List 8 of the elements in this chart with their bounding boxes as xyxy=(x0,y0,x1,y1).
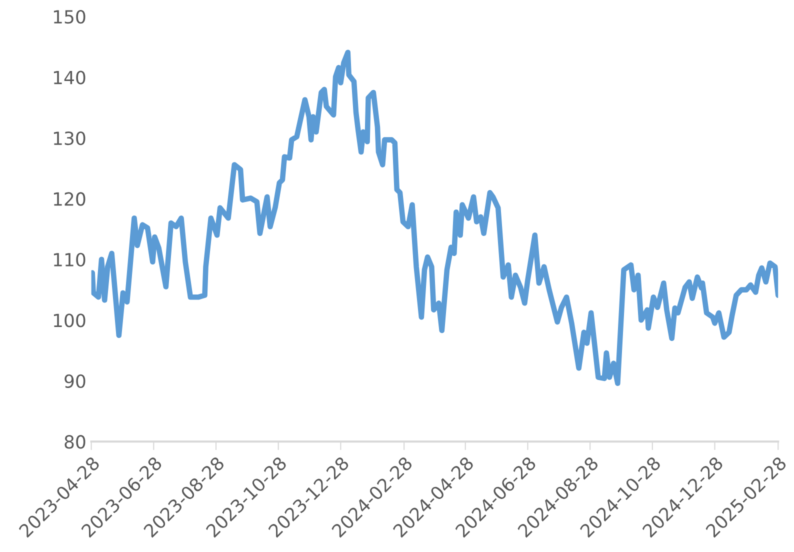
y-tick-label: 130 xyxy=(54,131,86,146)
y-tick-label: 80 xyxy=(64,435,86,449)
y-tick-label: 120 xyxy=(54,192,86,206)
y-tick-label: 110 xyxy=(54,252,86,267)
y-tick-label: 100 xyxy=(54,314,86,328)
y-tick-label: 150 xyxy=(54,10,86,24)
y-tick-label: 90 xyxy=(64,374,86,388)
y-tick-label: 140 xyxy=(54,70,86,84)
